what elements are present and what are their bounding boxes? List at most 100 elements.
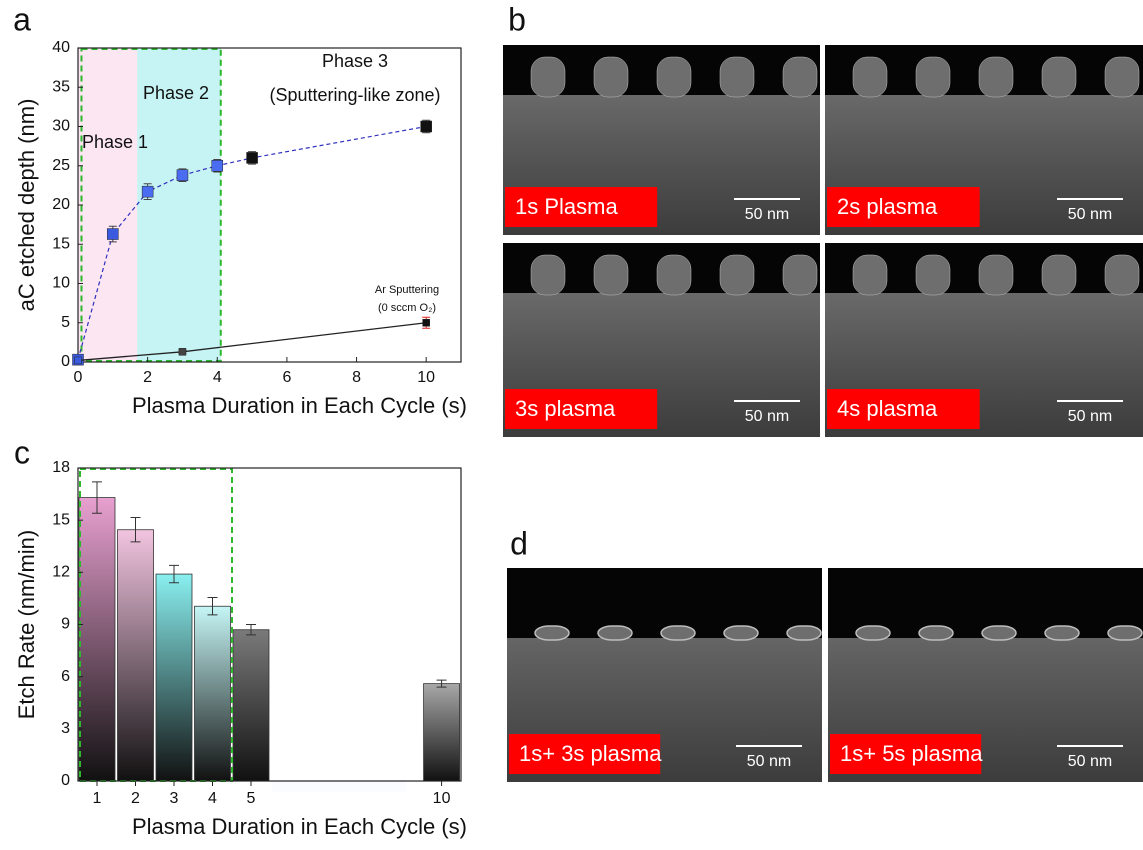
x-axis-label: Plasma Duration in Each Cycle (s) (132, 814, 467, 839)
grating-line (982, 626, 1016, 640)
grating-line (531, 255, 565, 295)
data-point (212, 160, 223, 171)
annotation: (0 sccm O₂) (378, 302, 436, 314)
x-tick-label: 5 (247, 790, 256, 807)
grating-line (724, 626, 758, 640)
grating-line (720, 57, 754, 97)
grating-line (783, 57, 817, 97)
y-tick-label: 30 (52, 118, 70, 135)
grating-line (979, 255, 1013, 295)
bar (156, 574, 192, 781)
scale-bar-label: 50 nm (747, 753, 791, 770)
sem-image: 1s+ 3s plasma 50 nm (507, 568, 822, 782)
panel-label: c (14, 434, 30, 470)
x-tick-label: 3 (170, 790, 179, 807)
y-tick-label: 18 (52, 459, 70, 476)
scale-bar-label: 50 nm (1068, 206, 1112, 223)
sem-image: 3s plasma 50 nm (503, 243, 820, 437)
grating-line (919, 626, 953, 640)
grating-line (1105, 57, 1139, 97)
data-point (247, 152, 258, 163)
axis-break (272, 780, 406, 792)
y-tick-label: 0 (61, 772, 70, 789)
grating-line (1045, 626, 1079, 640)
grating-line (783, 255, 817, 295)
grating-line (856, 626, 890, 640)
x-tick-label: 6 (282, 369, 291, 386)
grating-line (661, 626, 695, 640)
grating-line (787, 626, 821, 640)
grating-line (720, 255, 754, 295)
grating-line (916, 255, 950, 295)
grating-line (853, 57, 887, 97)
panel-label: d (510, 525, 528, 561)
scale-bar-label: 50 nm (745, 408, 789, 425)
x-tick-label: 4 (208, 790, 217, 807)
y-tick-label: 5 (61, 314, 70, 331)
y-tick-label: 12 (52, 564, 70, 581)
y-tick-label: 15 (52, 511, 70, 528)
image-caption: 4s plasma (837, 396, 938, 421)
y-tick-label: 0 (61, 353, 70, 370)
data-point (179, 348, 186, 355)
grating-line (535, 626, 569, 640)
image-caption: 1s+ 5s plasma (840, 741, 983, 766)
grating-line (657, 255, 691, 295)
grating-line (853, 255, 887, 295)
data-point (423, 319, 430, 326)
grating-line (1042, 255, 1076, 295)
grating-line (657, 57, 691, 97)
bar (118, 530, 154, 781)
data-point (75, 357, 82, 364)
grating-line (1105, 255, 1139, 295)
x-tick-label: 2 (131, 790, 140, 807)
x-tick-label: 1 (93, 790, 102, 807)
sem-image: 4s plasma 50 nm (825, 243, 1143, 437)
phase-1-region (78, 48, 137, 362)
annotation: Phase 1 (82, 132, 148, 152)
grating-line (598, 626, 632, 640)
annotation: (Sputtering-like zone) (269, 85, 440, 105)
data-point (107, 229, 118, 240)
y-tick-label: 25 (52, 157, 70, 174)
y-axis-label: Etch Rate (nm/min) (14, 530, 39, 720)
y-tick-label: 35 (52, 78, 70, 95)
figure: a Plasma Duration in Each Cycle (s) aC etc… (0, 0, 1143, 845)
bar (195, 606, 231, 781)
x-tick-label: 8 (352, 369, 361, 386)
bar (233, 630, 269, 781)
sem-image: 1s+ 5s plasma 50 nm (828, 568, 1143, 782)
x-tick-label: 10 (433, 790, 451, 807)
data-point (421, 121, 432, 132)
data-point (177, 170, 188, 181)
x-tick-label: 2 (143, 369, 152, 386)
image-caption: 3s plasma (515, 396, 616, 421)
panel-label: a (13, 1, 31, 37)
y-tick-label: 6 (61, 668, 70, 685)
image-caption: 1s Plasma (515, 194, 618, 219)
grating-line (1042, 57, 1076, 97)
annotation: Phase 2 (143, 83, 209, 103)
sem-image: 1s Plasma 50 nm (503, 45, 820, 235)
grating-line (1108, 626, 1142, 640)
x-tick-label: 10 (417, 369, 435, 386)
legend-label: Ar Sputtering (375, 284, 439, 296)
y-tick-label: 20 (52, 196, 70, 213)
annotation: Phase 3 (322, 51, 388, 71)
scale-bar-label: 50 nm (745, 206, 789, 223)
y-tick-label: 40 (52, 39, 70, 56)
bar (424, 684, 460, 781)
bar (79, 498, 115, 781)
y-tick-label: 9 (61, 616, 70, 633)
grating-line (916, 57, 950, 97)
scale-bar-label: 50 nm (1068, 753, 1112, 770)
y-axis-label: aC etched depth (nm) (14, 99, 39, 312)
grating-line (594, 255, 628, 295)
scale-bar-label: 50 nm (1068, 408, 1112, 425)
x-tick-label: 0 (74, 369, 83, 386)
image-caption: 1s+ 3s plasma (519, 741, 662, 766)
panel-label: b (508, 1, 526, 37)
x-tick-label: 4 (213, 369, 222, 386)
y-tick-label: 15 (52, 235, 70, 252)
